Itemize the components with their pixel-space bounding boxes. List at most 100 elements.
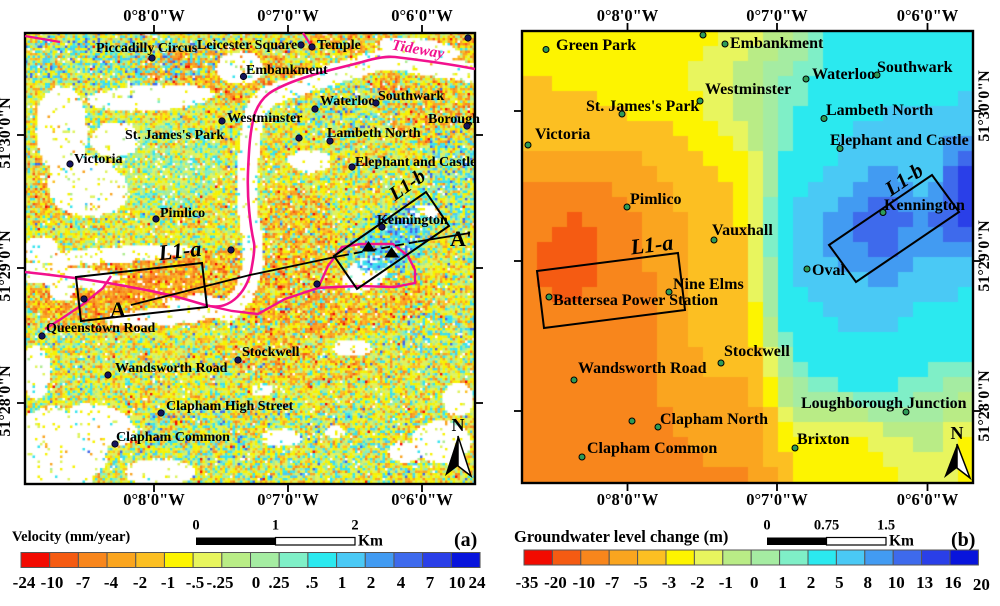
svg-text:Lambeth North: Lambeth North <box>327 126 421 141</box>
svg-text:Embankment: Embankment <box>246 63 328 78</box>
svg-text:-1: -1 <box>719 573 733 592</box>
svg-text:4: 4 <box>397 573 406 592</box>
svg-text:Elephant and Castle: Elephant and Castle <box>355 155 476 170</box>
svg-text:Westminster: Westminster <box>227 111 302 126</box>
svg-text:L1-b: L1-b <box>384 165 429 206</box>
svg-text:10: 10 <box>888 573 905 592</box>
svg-text:51°28'0"N: 51°28'0"N <box>976 370 993 442</box>
svg-text:Embankment: Embankment <box>730 35 824 52</box>
svg-text:0°6'0"W: 0°6'0"W <box>897 490 959 509</box>
svg-text:2: 2 <box>807 573 816 592</box>
svg-text:0°8'0"W: 0°8'0"W <box>597 6 659 25</box>
svg-text:St. James's Park: St. James's Park <box>125 128 224 143</box>
svg-text:0°8'0"W: 0°8'0"W <box>123 490 185 509</box>
svg-text:20: 20 <box>973 575 990 594</box>
svg-text:-10: -10 <box>572 573 595 592</box>
svg-text:Southwark: Southwark <box>378 89 444 104</box>
svg-text:.5: .5 <box>306 573 319 592</box>
svg-text:Velocity (mm/year): Velocity (mm/year) <box>12 529 130 545</box>
svg-text:2: 2 <box>367 573 376 592</box>
svg-text:Victoria: Victoria <box>535 126 590 143</box>
svg-text:16: 16 <box>945 573 962 592</box>
svg-text:2: 2 <box>351 518 358 534</box>
svg-text:Temple: Temple <box>317 38 361 53</box>
svg-text:13: 13 <box>916 573 933 592</box>
svg-text:Brixton: Brixton <box>797 431 850 448</box>
svg-text:Nine Elms: Nine Elms <box>673 276 744 293</box>
svg-text:Kennington: Kennington <box>884 197 965 214</box>
svg-text:51°30'0"N: 51°30'0"N <box>976 70 993 142</box>
svg-text:Pimlico: Pimlico <box>630 191 682 208</box>
svg-text:(a): (a) <box>454 529 477 551</box>
svg-text:1: 1 <box>778 573 787 592</box>
svg-text:-.5: -.5 <box>186 573 204 592</box>
svg-text:-10: -10 <box>41 573 64 592</box>
svg-text:Wandsworth Road: Wandsworth Road <box>115 361 228 376</box>
svg-text:10: 10 <box>449 573 466 592</box>
svg-text:N: N <box>452 415 465 435</box>
svg-text:0: 0 <box>192 518 199 534</box>
svg-text:Southwark: Southwark <box>877 59 953 76</box>
svg-text:0°7'0"W: 0°7'0"W <box>746 490 808 509</box>
svg-text:Clapham Common: Clapham Common <box>116 430 230 445</box>
svg-text:0: 0 <box>763 518 770 534</box>
svg-text:.25: .25 <box>268 573 289 592</box>
svg-text:(b): (b) <box>951 529 975 551</box>
svg-text:A: A <box>110 297 126 322</box>
svg-text:0.75: 0.75 <box>814 518 839 534</box>
svg-text:-.25: -.25 <box>207 573 234 592</box>
svg-text:0°6'0"W: 0°6'0"W <box>897 6 959 25</box>
svg-text:0°7'0"W: 0°7'0"W <box>257 490 319 509</box>
svg-text:Stockwell: Stockwell <box>724 343 790 360</box>
svg-text:Oval: Oval <box>812 262 845 279</box>
svg-text:Km: Km <box>358 533 383 550</box>
svg-text:Green Park: Green Park <box>556 37 636 54</box>
svg-text:Clapham High Street: Clapham High Street <box>166 399 294 414</box>
svg-text:Lambeth North: Lambeth North <box>826 102 933 119</box>
svg-text:7: 7 <box>426 573 435 592</box>
svg-text:Waterloo: Waterloo <box>320 94 375 109</box>
svg-text:-1: -1 <box>161 573 175 592</box>
svg-text:-35: -35 <box>516 573 539 592</box>
svg-text:-24: -24 <box>13 573 36 592</box>
svg-text:-7: -7 <box>605 573 620 592</box>
svg-text:-2: -2 <box>690 573 704 592</box>
svg-text:Clapham North: Clapham North <box>660 411 768 428</box>
svg-text:51°29'0"N: 51°29'0"N <box>976 220 993 292</box>
svg-text:0°6'0"W: 0°6'0"W <box>391 490 453 509</box>
svg-text:1.5: 1.5 <box>877 518 895 534</box>
svg-text:Victoria: Victoria <box>74 152 122 167</box>
svg-text:Queenstown Road: Queenstown Road <box>46 321 156 336</box>
svg-text:Westminster: Westminster <box>705 81 791 98</box>
svg-text:A': A' <box>450 226 472 251</box>
svg-text:Battersea Power Station: Battersea Power Station <box>553 292 718 309</box>
svg-text:24: 24 <box>469 573 487 592</box>
svg-text:-5: -5 <box>634 573 648 592</box>
svg-text:Kennington: Kennington <box>377 213 448 228</box>
svg-text:L1-a: L1-a <box>156 236 202 265</box>
svg-text:St. James's Park: St. James's Park <box>586 98 699 115</box>
svg-text:Elephant and Castle: Elephant and Castle <box>830 132 969 149</box>
svg-text:5: 5 <box>835 573 844 592</box>
svg-text:Clapham Common: Clapham Common <box>587 440 717 457</box>
svg-text:0°6'0"W: 0°6'0"W <box>391 6 453 25</box>
svg-text:Leicester Square: Leicester Square <box>197 38 297 53</box>
svg-text:0: 0 <box>252 573 261 592</box>
svg-text:-3: -3 <box>662 573 676 592</box>
svg-text:Groundwater level change (m): Groundwater level change (m) <box>514 527 728 546</box>
svg-text:0°8'0"W: 0°8'0"W <box>123 6 185 25</box>
svg-text:1: 1 <box>272 518 279 534</box>
svg-text:0: 0 <box>750 573 759 592</box>
svg-text:-20: -20 <box>544 573 567 592</box>
svg-text:0°7'0"W: 0°7'0"W <box>257 6 319 25</box>
svg-text:N: N <box>951 423 964 443</box>
svg-text:Stockwell: Stockwell <box>242 345 300 360</box>
svg-text:1: 1 <box>338 573 347 592</box>
svg-text:51°28'0"N: 51°28'0"N <box>0 365 14 437</box>
svg-text:0°8'0"W: 0°8'0"W <box>597 490 659 509</box>
svg-text:Wandsworth Road: Wandsworth Road <box>578 360 707 377</box>
svg-text:Waterloo: Waterloo <box>812 66 875 83</box>
svg-text:Km: Km <box>889 533 914 550</box>
svg-text:-7: -7 <box>76 573 91 592</box>
svg-text:Pimlico: Pimlico <box>160 206 205 221</box>
